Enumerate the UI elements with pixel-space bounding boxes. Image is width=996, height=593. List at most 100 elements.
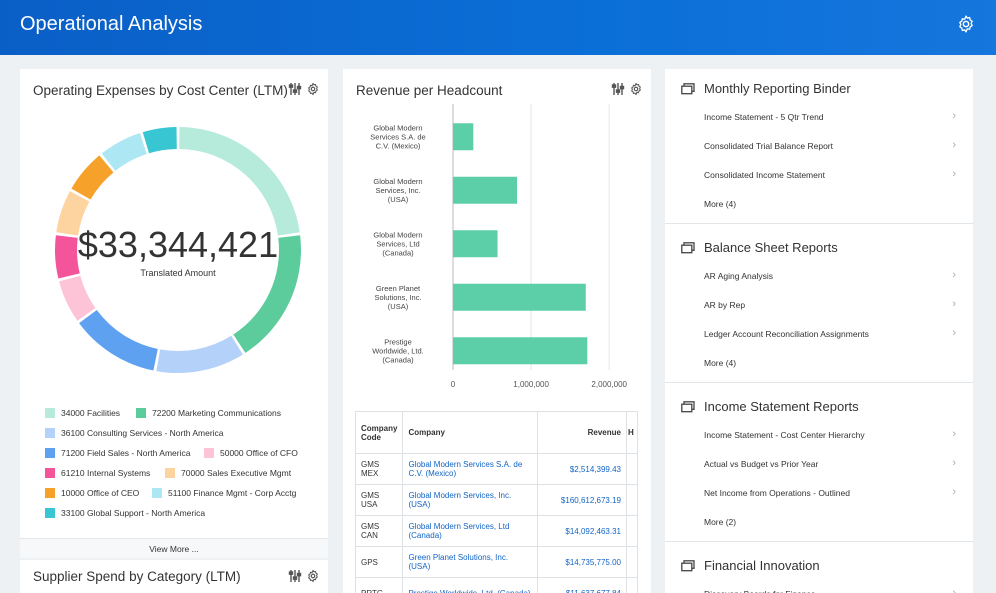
bar[interactable] xyxy=(453,283,586,311)
report-link-label: Income Statement - 5 Qtr Trend xyxy=(704,112,824,122)
section-divider xyxy=(665,541,973,542)
company-code-cell: GMS CAN xyxy=(354,515,404,547)
legend-swatch xyxy=(165,468,175,478)
table-row: GMS CAN Global Modern Services, Ltd (Cana… xyxy=(354,515,639,547)
report-section-header: Balance Sheet Reports xyxy=(681,240,838,255)
bar[interactable] xyxy=(453,337,588,365)
donut-slice[interactable] xyxy=(101,133,147,171)
bar[interactable] xyxy=(453,123,474,151)
legend-item[interactable]: 50000 Office of CFO xyxy=(204,448,298,458)
filter-sliders-icon[interactable] xyxy=(288,569,302,583)
company-link[interactable]: Global Modern Services, Inc. (USA) xyxy=(402,484,538,516)
table-row: GMS USA Global Modern Services, Inc. (USA… xyxy=(354,484,639,516)
report-section-header: Financial Innovation xyxy=(681,558,820,573)
col-headcount[interactable]: H xyxy=(625,411,639,454)
donut-slice[interactable] xyxy=(156,335,243,373)
legend-label: 34000 Facilities xyxy=(61,408,121,418)
legend-item[interactable]: 36100 Consulting Services - North Americ… xyxy=(45,428,224,438)
col-company[interactable]: Company xyxy=(402,411,538,454)
opex-title: Operating Expenses by Cost Center (LTM) xyxy=(33,83,288,98)
donut-slice[interactable] xyxy=(55,235,80,279)
donut-slice[interactable] xyxy=(71,155,114,200)
table-row: PRTG Prestige Worldwide, Ltd. (Canada) $11… xyxy=(354,577,639,593)
legend-item[interactable]: 71200 Field Sales - North America xyxy=(45,448,190,458)
report-link-label: More (2) xyxy=(704,517,737,527)
report-link[interactable]: AR by Rep › xyxy=(704,298,964,310)
report-link[interactable]: AR Aging Analysis › xyxy=(704,269,964,281)
legend-item[interactable]: 72200 Marketing Communications xyxy=(136,408,281,418)
revenue-cell[interactable]: $11,637,677.84 xyxy=(536,577,627,593)
chart-settings-icon[interactable] xyxy=(306,569,320,583)
donut-slice[interactable] xyxy=(59,275,96,321)
filter-sliders-icon[interactable] xyxy=(611,82,625,96)
page-title: Operational Analysis xyxy=(20,13,203,35)
report-link[interactable]: Actual vs Budget vs Prior Year › xyxy=(704,457,964,469)
legend-swatch xyxy=(152,488,162,498)
bar[interactable] xyxy=(453,176,518,204)
x-tick-label: 1,000,000 xyxy=(513,380,549,389)
gear-icon[interactable] xyxy=(956,14,976,34)
section-divider xyxy=(665,223,973,224)
col-revenue[interactable]: Revenue xyxy=(536,411,627,454)
report-link[interactable]: Consolidated Income Statement › xyxy=(704,168,964,180)
category-label: Global Modern Services S.A. de C.V. (Mexic… xyxy=(370,123,425,150)
revenue-cell[interactable]: $2,514,399.43 xyxy=(536,453,627,485)
chart-settings-icon[interactable] xyxy=(629,82,643,96)
table-row: GPS Green Planet Solutions, Inc. (USA) $14… xyxy=(354,546,639,578)
revenue-cell[interactable]: $14,092,463.31 xyxy=(536,515,627,547)
report-section-title: Balance Sheet Reports xyxy=(704,240,838,255)
donut-slice[interactable] xyxy=(142,127,177,154)
table-header-row: Company Code Company Revenue H xyxy=(354,411,639,454)
filter-sliders-icon[interactable] xyxy=(288,82,302,96)
legend-item[interactable]: 70000 Sales Executive Mgmt xyxy=(165,468,291,478)
chart-settings-icon[interactable] xyxy=(306,82,320,96)
donut-slice[interactable] xyxy=(56,191,90,236)
donut-slice[interactable] xyxy=(179,127,300,236)
report-link[interactable]: Ledger Account Reconciliation Assignment… xyxy=(704,327,964,339)
supplier-title: Supplier Spend by Category (LTM) xyxy=(33,569,241,584)
legend-item[interactable]: 61210 Internal Systems xyxy=(45,468,150,478)
report-link[interactable]: Income Statement - 5 Qtr Trend › xyxy=(704,110,964,122)
legend-label: 36100 Consulting Services - North Americ… xyxy=(61,428,224,438)
report-link[interactable]: Discovery Boards for Finance › xyxy=(704,587,964,593)
x-tick-label: 2,000,000 xyxy=(591,380,627,389)
legend-item[interactable]: 34000 Facilities xyxy=(45,408,120,418)
bar[interactable] xyxy=(453,230,498,258)
legend-item[interactable]: 51100 Finance Mgmt - Corp Acctg xyxy=(152,488,296,498)
report-link[interactable]: Income Statement - Cost Center Hierarchy… xyxy=(704,428,964,440)
legend-swatch xyxy=(136,408,146,418)
legend-label: 51100 Finance Mgmt - Corp Acctg xyxy=(168,488,297,498)
legend-item[interactable]: 10000 Office of CEO xyxy=(45,488,139,498)
report-more-link[interactable]: More (4) xyxy=(704,358,964,368)
headcount-cell xyxy=(625,515,639,547)
revenue-cell[interactable]: $160,612,673.19 xyxy=(536,484,627,516)
donut-slice[interactable] xyxy=(233,235,301,353)
app-header: Operational Analysis xyxy=(0,0,996,55)
reports-card xyxy=(665,69,973,593)
report-more-link[interactable]: More (4) xyxy=(704,199,964,209)
company-link[interactable]: Global Modern Services S.A. de C.V. (Mex… xyxy=(402,453,538,485)
chevron-right-icon: › xyxy=(952,486,956,498)
legend-swatch xyxy=(45,488,55,498)
report-more-link[interactable]: More (2) xyxy=(704,517,964,527)
chevron-right-icon: › xyxy=(952,327,956,339)
report-link[interactable]: Consolidated Trial Balance Report › xyxy=(704,139,964,151)
company-link[interactable]: Green Planet Solutions, Inc. (USA) xyxy=(402,546,538,578)
legend-item[interactable]: 33100 Global Support - North America xyxy=(45,508,205,518)
category-label: Global Modern Services, Ltd (Canada) xyxy=(373,230,422,257)
report-link[interactable]: Net Income from Operations - Outlined › xyxy=(704,486,964,498)
opex-total-amount: $33,344,421 xyxy=(77,224,279,265)
donut-slice[interactable] xyxy=(79,310,158,371)
company-code-cell: GMS MEX xyxy=(354,453,404,485)
report-link-label: Ledger Account Reconciliation Assignment… xyxy=(704,329,869,339)
company-link[interactable]: Global Modern Services, Ltd (Canada) xyxy=(402,515,538,547)
company-link[interactable]: Prestige Worldwide, Ltd. (Canada) xyxy=(402,577,538,593)
legend-swatch xyxy=(45,508,55,518)
revenue-table: Company Code Company Revenue H GMS MEX Gl… xyxy=(354,411,639,593)
report-link-label: Discovery Boards for Finance xyxy=(704,589,816,593)
view-more-link[interactable]: View More ... xyxy=(20,538,328,558)
col-company-code[interactable]: Company Code xyxy=(354,411,404,454)
legend-swatch xyxy=(45,408,55,418)
revenue-bar-chart: 0 1,000,000 2,000,000 Global Modern Services… xyxy=(370,104,628,389)
revenue-cell[interactable]: $14,735,775.00 xyxy=(536,546,627,578)
